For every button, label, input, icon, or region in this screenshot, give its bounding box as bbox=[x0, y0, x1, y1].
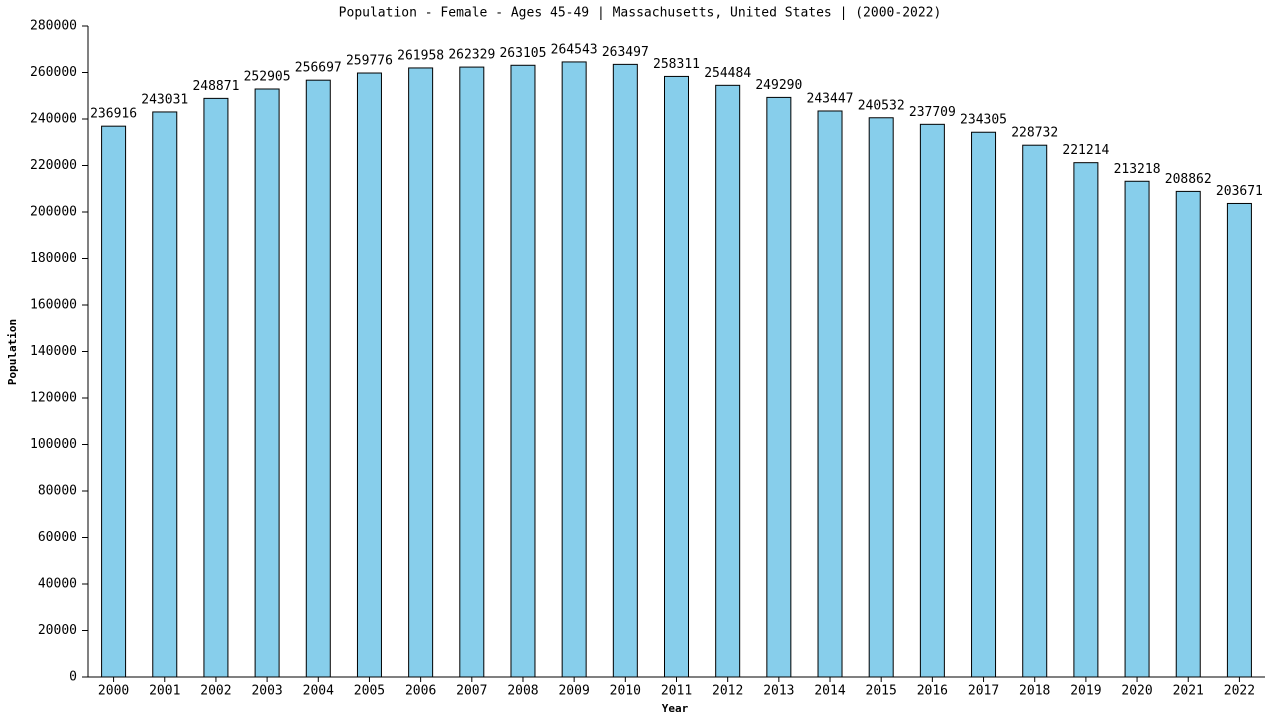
bar bbox=[459, 66, 485, 678]
value-label: 248871 bbox=[192, 79, 239, 94]
value-label: 236916 bbox=[90, 107, 137, 122]
x-tick-label: 2012 bbox=[712, 684, 743, 699]
value-label: 258311 bbox=[653, 57, 700, 72]
x-tick-label: 2005 bbox=[354, 684, 385, 699]
x-tick-label: 2010 bbox=[610, 684, 641, 699]
y-tick-label: 200000 bbox=[30, 205, 77, 220]
bar bbox=[817, 110, 843, 678]
y-tick-label: 180000 bbox=[30, 251, 77, 266]
bar bbox=[919, 123, 945, 678]
x-tick-label: 2015 bbox=[866, 684, 897, 699]
bar bbox=[1226, 202, 1252, 678]
x-tick-label: 2011 bbox=[661, 684, 692, 699]
bar bbox=[1073, 162, 1099, 678]
value-label: 256697 bbox=[295, 61, 342, 76]
x-tick-label: 2009 bbox=[558, 684, 589, 699]
bar bbox=[1175, 190, 1201, 678]
bar bbox=[356, 72, 382, 678]
x-tick-label: 2008 bbox=[507, 684, 538, 699]
value-label: 240532 bbox=[858, 98, 905, 113]
x-tick-label: 2006 bbox=[405, 684, 436, 699]
value-label: 221214 bbox=[1062, 143, 1109, 158]
value-label: 263497 bbox=[602, 45, 649, 60]
bar bbox=[1124, 180, 1150, 678]
x-tick-label: 2001 bbox=[149, 684, 180, 699]
value-label: 264543 bbox=[551, 42, 598, 57]
x-axis-label: Year bbox=[662, 702, 689, 715]
x-tick-label: 2016 bbox=[917, 684, 948, 699]
bar bbox=[254, 88, 280, 678]
value-label: 261958 bbox=[397, 48, 444, 63]
value-label: 259776 bbox=[346, 54, 393, 69]
y-tick-label: 280000 bbox=[30, 19, 77, 34]
x-tick-label: 2002 bbox=[200, 684, 231, 699]
value-label: 213218 bbox=[1114, 162, 1161, 177]
x-tick-label: 2022 bbox=[1224, 684, 1255, 699]
x-tick-label: 2018 bbox=[1019, 684, 1050, 699]
y-tick-label: 140000 bbox=[30, 344, 77, 359]
x-tick-label: 2014 bbox=[814, 684, 845, 699]
value-label: 252905 bbox=[244, 69, 291, 84]
x-tick-label: 2017 bbox=[968, 684, 999, 699]
bar bbox=[664, 75, 689, 678]
bar bbox=[612, 63, 638, 678]
x-tick-label: 2000 bbox=[98, 684, 129, 699]
bar bbox=[203, 97, 229, 678]
x-tick-label: 2021 bbox=[1173, 684, 1204, 699]
value-label: 254484 bbox=[704, 66, 751, 81]
y-tick-label: 80000 bbox=[38, 484, 77, 499]
value-label: 208862 bbox=[1165, 172, 1212, 187]
y-tick-label: 20000 bbox=[38, 623, 77, 638]
bar bbox=[510, 64, 536, 678]
x-tick-label: 2013 bbox=[763, 684, 794, 699]
bar bbox=[1022, 144, 1048, 678]
y-tick-label: 120000 bbox=[30, 391, 77, 406]
y-tick-label: 260000 bbox=[30, 65, 77, 80]
value-label: 203671 bbox=[1216, 184, 1263, 199]
x-tick-label: 2007 bbox=[456, 684, 487, 699]
value-label: 262329 bbox=[448, 48, 495, 63]
value-label: 234305 bbox=[960, 113, 1007, 128]
y-tick-label: 40000 bbox=[38, 577, 77, 592]
chart-title: Population - Female - Ages 45-49 | Massa… bbox=[339, 6, 942, 21]
value-label: 243447 bbox=[807, 91, 854, 106]
x-tick-label: 2020 bbox=[1121, 684, 1152, 699]
bar bbox=[408, 67, 434, 678]
value-label: 263105 bbox=[499, 46, 546, 61]
y-tick-label: 100000 bbox=[30, 437, 77, 452]
x-tick-label: 2003 bbox=[251, 684, 282, 699]
y-tick-label: 220000 bbox=[30, 158, 77, 173]
x-tick-label: 2019 bbox=[1070, 684, 1101, 699]
bar bbox=[152, 111, 178, 678]
value-label: 228732 bbox=[1011, 126, 1058, 141]
y-tick-label: 0 bbox=[69, 670, 77, 685]
bar bbox=[715, 84, 741, 678]
y-tick-label: 240000 bbox=[30, 112, 77, 127]
bar bbox=[305, 79, 331, 678]
bar bbox=[101, 125, 127, 678]
bar bbox=[971, 131, 997, 678]
y-tick-label: 160000 bbox=[30, 298, 77, 313]
y-tick-label: 60000 bbox=[38, 530, 77, 545]
x-tick-label: 2004 bbox=[303, 684, 334, 699]
bar bbox=[561, 61, 587, 678]
bar bbox=[766, 96, 792, 678]
value-label: 249290 bbox=[755, 78, 802, 93]
y-axis-label: Population bbox=[6, 319, 19, 385]
value-label: 243031 bbox=[141, 92, 188, 107]
bar bbox=[868, 117, 894, 678]
value-label: 237709 bbox=[909, 105, 956, 120]
